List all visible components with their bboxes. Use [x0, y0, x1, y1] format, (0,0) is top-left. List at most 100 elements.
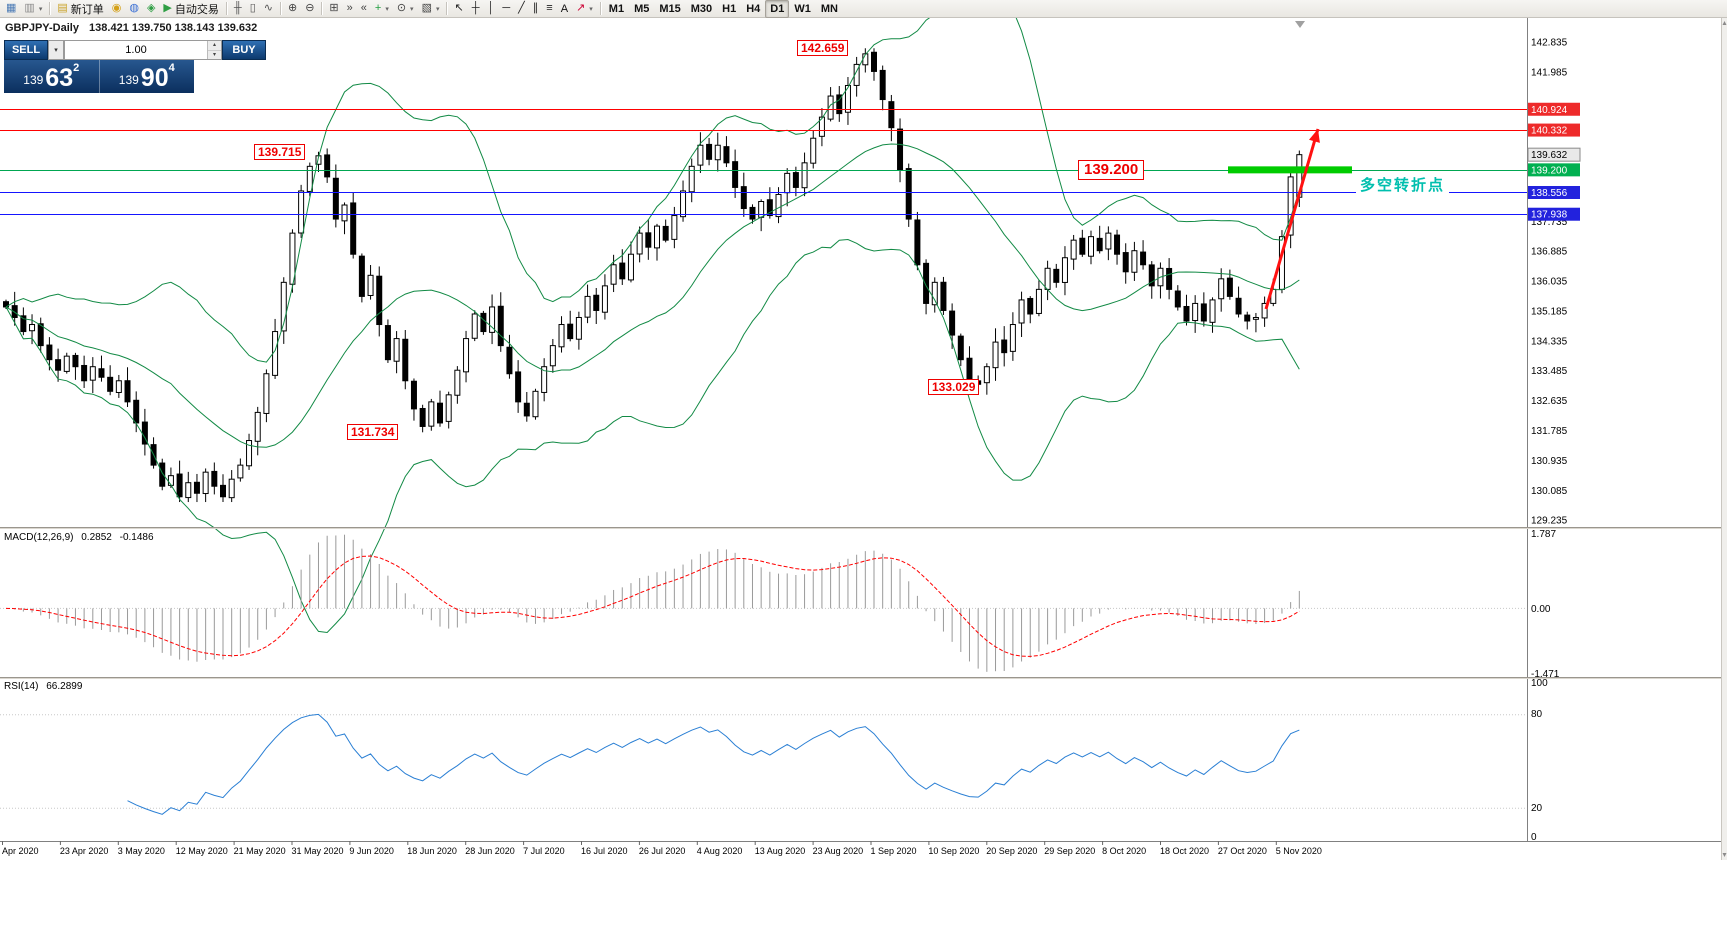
macd-main-value: 0.2852 [81, 532, 112, 543]
svg-text:8 Oct 2020: 8 Oct 2020 [1102, 846, 1146, 856]
line-chart-icon: ∿ [263, 2, 273, 14]
price-axis-badge [1527, 147, 1581, 162]
autotrading-button[interactable]: ▶ 自动交易 [159, 0, 222, 18]
tf-m30-button[interactable]: M30 [686, 0, 717, 18]
svg-text:138.556: 138.556 [1531, 188, 1568, 199]
candles-icon: ▯ [249, 2, 256, 14]
chart-shift-icon: « [360, 2, 367, 14]
crosshair-icon: ┼ [471, 2, 480, 14]
market-watch-icon: ◉ [111, 2, 122, 14]
scroll-up-icon[interactable] [1722, 21, 1727, 25]
rsi-panel: 100 80 20 0 [0, 678, 1548, 843]
periods-list-button[interactable]: ⊙ ▾ [393, 0, 418, 18]
toolbar-separator [279, 2, 281, 15]
data-window-icon: ◍ [129, 2, 139, 14]
line-chart-mode-button[interactable]: ∿ [260, 0, 277, 18]
svg-text:140.924: 140.924 [1531, 105, 1568, 116]
svg-text:13 Aug 2020: 13 Aug 2020 [755, 846, 806, 856]
new-order-icon: ▤ [57, 2, 68, 14]
new-order-button[interactable]: ▤ 新订单 [53, 0, 107, 18]
chevron-down-icon[interactable]: ▾ [410, 5, 414, 13]
cursor-button[interactable]: ↖ [450, 0, 467, 18]
chevron-down-icon[interactable]: ▾ [385, 5, 389, 13]
svg-text:130.085: 130.085 [1531, 486, 1568, 497]
tf-w1-button[interactable]: W1 [789, 0, 816, 18]
macd-signal-value: -0.1486 [119, 532, 154, 543]
volume-dropdown-button[interactable]: ▾ [48, 40, 64, 60]
svg-text:18 Oct 2020: 18 Oct 2020 [1160, 846, 1209, 856]
buy-button[interactable]: BUY [222, 40, 266, 60]
sell-button[interactable]: SELL [4, 40, 48, 60]
volume-box: ▴ ▾ [64, 40, 222, 60]
svg-text:133.485: 133.485 [1531, 366, 1568, 377]
chart-shift-button[interactable]: « [357, 0, 371, 18]
tf-h1-button[interactable]: H1 [717, 0, 741, 18]
support-zone-bar[interactable] [1228, 166, 1352, 174]
new-chart-button[interactable]: ▦ [2, 0, 20, 18]
tf-d1-label: D1 [770, 2, 785, 15]
channel-tool-button[interactable]: ∥ [529, 0, 543, 18]
price-axis-badge [1528, 207, 1580, 221]
bar-chart-mode-button[interactable]: ╫ [230, 0, 246, 18]
volume-up-icon[interactable]: ▴ [208, 41, 221, 51]
tf-m15-button[interactable]: M15 [654, 0, 685, 18]
price-annotation[interactable]: 142.659 [797, 40, 849, 56]
trend-arrow[interactable] [1264, 128, 1320, 310]
tf-m5-label: M5 [634, 2, 650, 15]
price-annotation[interactable]: 133.029 [928, 379, 980, 395]
chevron-down-icon[interactable]: ▾ [589, 5, 593, 13]
fibonacci-icon: ≡ [546, 2, 553, 14]
tf-m5-button[interactable]: M5 [629, 0, 654, 18]
crosshair-button[interactable]: ┼ [468, 0, 484, 18]
volume-down-icon[interactable]: ▾ [208, 50, 221, 59]
zoom-in-button[interactable]: ⊕ [284, 0, 301, 18]
arrows-tool-button[interactable]: ↗ ▾ [572, 0, 597, 18]
trendline-tool-button[interactable]: ╱ [514, 0, 529, 18]
svg-text:135.185: 135.185 [1531, 306, 1568, 317]
volume-input[interactable] [65, 41, 207, 59]
indicators-list-button[interactable]: + ▾ [371, 0, 393, 18]
zoom-out-button[interactable]: ⊖ [301, 0, 318, 18]
symbol-name: GBPJPY-Daily [5, 22, 79, 34]
svg-text:27 Oct 2020: 27 Oct 2020 [1218, 846, 1267, 856]
price-annotation[interactable]: 131.734 [347, 424, 399, 440]
sell-pips: 63 [45, 64, 74, 92]
tf-mn-label: MN [820, 2, 838, 15]
navigator-button[interactable]: ◈ [143, 0, 159, 18]
svg-text:0.00: 0.00 [1531, 604, 1551, 615]
templates-button[interactable]: ▧ ▾ [418, 0, 444, 18]
tf-m1-button[interactable]: M1 [604, 0, 629, 18]
tf-h4-button[interactable]: H4 [741, 0, 765, 18]
horizontal-line-tool-button[interactable]: ─ [498, 0, 514, 18]
trendline-icon: ╱ [518, 2, 525, 14]
zoom-in-icon: ⊕ [287, 2, 298, 14]
navigator-icon: ◈ [146, 2, 156, 14]
vertical-line-tool-button[interactable]: │ [484, 0, 499, 18]
candle-chart-mode-button[interactable]: ▯ [246, 0, 260, 18]
price-annotation[interactable]: 139.715 [254, 144, 306, 160]
market-watch-button[interactable]: ◉ [108, 0, 126, 18]
templates-icon: ▧ [421, 2, 432, 14]
tf-mn-button[interactable]: MN [816, 0, 843, 18]
chevron-down-icon[interactable]: ▾ [435, 5, 440, 13]
bollinger-lower-line [5, 238, 1300, 634]
profiles-button[interactable]: ▥ ▾ [20, 0, 46, 18]
auto-scroll-button[interactable]: » [343, 0, 357, 18]
main-toolbar: ▦ ▥ ▾ ▤ 新订单 ◉ ◍ ◈ ▶ 自动交易 ╫ ▯ ∿ ⊕ ⊖ ⊞» «+ ▾ ⊙ ▾ ▧ ▾ ↖ ┼ │ ─ ╱ ∥ ≡ A ↗ ▾ M… [0, 0, 1727, 18]
bollinger-middle-line [5, 143, 1300, 448]
tile-windows-button[interactable]: ⊞ [325, 0, 342, 18]
new-order-label: 新订单 [70, 3, 104, 16]
price-annotation[interactable]: 139.200 [1078, 160, 1145, 180]
text-tool-button[interactable]: A [557, 0, 572, 18]
turning-point-note[interactable]: 多空转折点 [1356, 173, 1450, 196]
fibonacci-tool-button[interactable]: ≡ [542, 0, 556, 18]
svg-text:3 May 2020: 3 May 2020 [118, 846, 165, 856]
chevron-down-icon[interactable]: ▾ [38, 5, 43, 13]
sell-price[interactable]: 139 63 2 [4, 60, 100, 93]
buy-price[interactable]: 139 90 4 [100, 60, 195, 93]
scroll-down-icon[interactable] [1722, 853, 1727, 857]
tf-d1-button[interactable]: D1 [765, 0, 790, 18]
cursor-icon: ↖ [454, 2, 464, 14]
svg-text:4 Aug 2020: 4 Aug 2020 [697, 846, 743, 856]
data-window-button[interactable]: ◍ [125, 0, 143, 18]
